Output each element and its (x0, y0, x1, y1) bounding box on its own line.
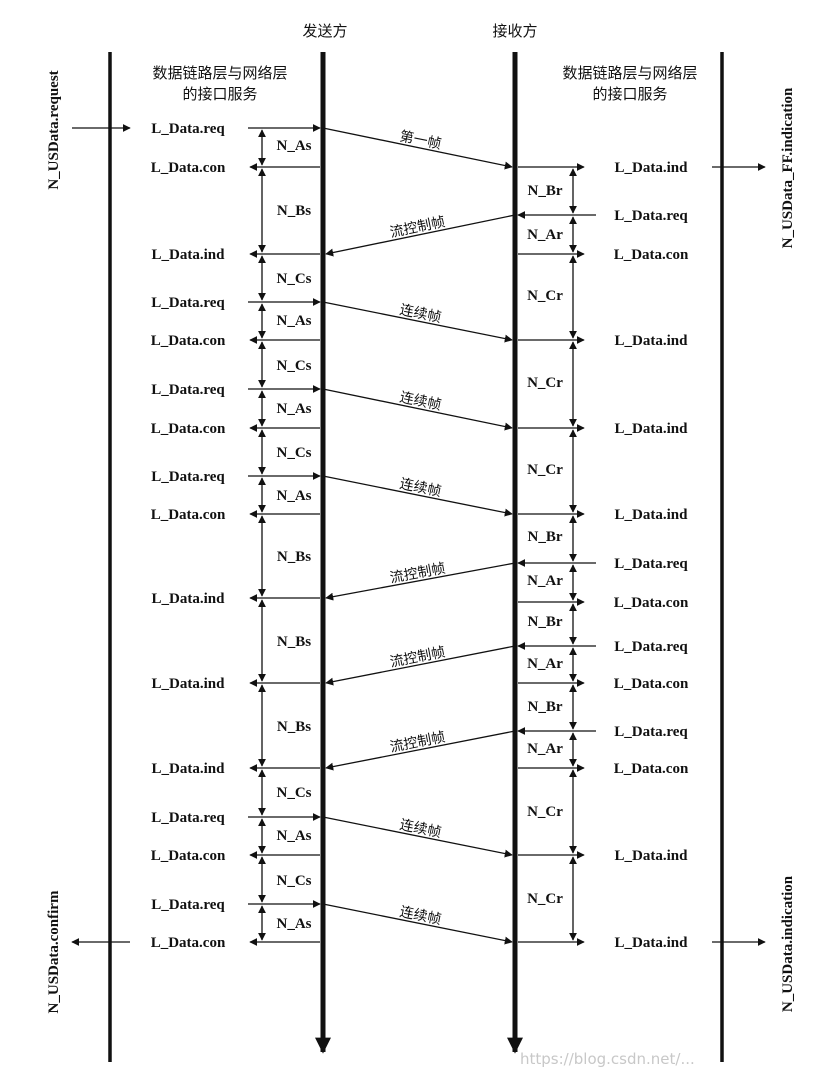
left-event-label: L_Data.con (151, 160, 226, 176)
n-usdata-ff-indication-label: N_USData_FF.indication (780, 87, 796, 248)
frame-arrow (322, 388, 513, 431)
frame-label: 流控制帧 (389, 214, 447, 241)
left-events: L_Data.req L_Data.con L_Data.ind L_Data.req… (151, 121, 321, 951)
timer-label: N_Ar (527, 573, 563, 589)
frame-arrow (322, 903, 513, 945)
frame-label: 连续帧 (398, 903, 443, 928)
timer-label: N_As (276, 401, 311, 417)
timer-label: N_Bs (277, 203, 311, 219)
timer-label: N_As (276, 313, 311, 329)
timer-label: N_Cr (527, 375, 563, 391)
right-event-label: L_Data.con (614, 676, 689, 692)
frame-label: 连续帧 (398, 816, 443, 841)
timer-label: N_Bs (277, 549, 311, 565)
timer-label: N_Ar (527, 227, 563, 243)
timer-label: N_Cs (276, 271, 311, 287)
frame-arrow (325, 645, 516, 686)
timer-label: N_Br (528, 699, 563, 715)
timer-label: N_Cs (276, 358, 311, 374)
frame-arrow (325, 730, 516, 771)
timer-label: N_Br (528, 614, 563, 630)
right-event-label: L_Data.ind (615, 507, 689, 523)
timer-label: N_Cr (527, 462, 563, 478)
right-event-label: L_Data.req (614, 639, 688, 655)
frame-label: 流控制帧 (389, 644, 447, 670)
right-event-label: L_Data.con (614, 761, 689, 777)
frame-label: 第一帧 (398, 128, 443, 153)
frame-arrow (325, 214, 516, 257)
timer-label: N_Br (528, 183, 563, 199)
left-event-label: L_Data.ind (152, 591, 226, 607)
right-interface-line2: 的接口服务 (592, 85, 667, 103)
timer-label: N_Bs (277, 719, 311, 735)
frame-arrow (322, 475, 513, 517)
frame-label: 连续帧 (398, 475, 443, 500)
right-event-label: L_Data.req (614, 556, 688, 572)
left-event-label: L_Data.req (151, 469, 225, 485)
timer-label: N_Cr (527, 288, 563, 304)
right-event-label: L_Data.ind (615, 935, 689, 951)
frame-label: 流控制帧 (389, 561, 447, 587)
timer-label: N_Br (528, 529, 563, 545)
timer-label: N_As (276, 916, 311, 932)
frame-label: 连续帧 (398, 389, 443, 414)
n-usdata-confirm-label: N_USData.confirm (46, 890, 62, 1013)
watermark: https://blog.csdn.net/... (520, 1050, 695, 1068)
left-event-label: L_Data.ind (152, 761, 226, 777)
right-event-label: L_Data.ind (615, 160, 689, 176)
left-event-label: L_Data.con (151, 421, 226, 437)
timer-label: N_Cs (276, 445, 311, 461)
sender-header: 发送方 (302, 22, 347, 40)
frame-label: 连续帧 (398, 301, 443, 326)
right-event-label: L_Data.ind (615, 848, 689, 864)
left-event-label: L_Data.req (151, 810, 225, 826)
right-event-label: L_Data.con (614, 247, 689, 263)
left-event-label: L_Data.req (151, 897, 225, 913)
frame-arrow (322, 127, 513, 170)
timer-label: N_Cs (276, 873, 311, 889)
receiver-header: 接收方 (492, 22, 537, 40)
right-event-label: L_Data.ind (615, 421, 689, 437)
frame-arrow (325, 562, 516, 601)
left-event-label: L_Data.ind (152, 676, 226, 692)
timer-label: N_As (276, 488, 311, 504)
left-event-label: L_Data.con (151, 848, 226, 864)
frame-label: 流控制帧 (389, 729, 447, 755)
left-event-label: L_Data.con (151, 935, 226, 951)
n-usdata-indication-label: N_USData.indication (780, 875, 796, 1012)
right-event-label: L_Data.req (614, 724, 688, 740)
right-interface-line1: 数据链路层与网络层 (562, 64, 697, 82)
right-event-label: L_Data.req (614, 208, 688, 224)
right-event-label: L_Data.ind (615, 333, 689, 349)
timer-label: N_Cr (527, 891, 563, 907)
left-event-label: L_Data.req (151, 295, 225, 311)
timer-label: N_As (276, 828, 311, 844)
right-event-label: L_Data.con (614, 595, 689, 611)
timer-label: N_Cr (527, 804, 563, 820)
frame-arrow (322, 301, 513, 343)
n-usdata-request-label: N_USData.request (46, 70, 62, 189)
right-events: L_Data.ind L_Data.req L_Data.con L_Data.ind… (517, 160, 689, 951)
timer-label: N_Ar (527, 656, 563, 672)
frame-arrow (322, 816, 513, 858)
timers: N_As N_Bs N_Cs N_As N_Cs N_As N_Cs N_As N_Bs N_Bs… (258, 129, 577, 941)
timer-label: N_As (276, 138, 311, 154)
left-event-label: L_Data.req (151, 382, 225, 398)
timer-label: N_Bs (277, 634, 311, 650)
left-interface-line2: 的接口服务 (182, 85, 257, 103)
timer-label: N_Cs (276, 785, 311, 801)
left-event-label: L_Data.con (151, 507, 226, 523)
left-event-label: L_Data.ind (152, 247, 226, 263)
left-event-label: L_Data.con (151, 333, 226, 349)
left-interface-line1: 数据链路层与网络层 (152, 64, 287, 82)
left-event-label: L_Data.req (151, 121, 225, 137)
timer-label: N_Ar (527, 741, 563, 757)
